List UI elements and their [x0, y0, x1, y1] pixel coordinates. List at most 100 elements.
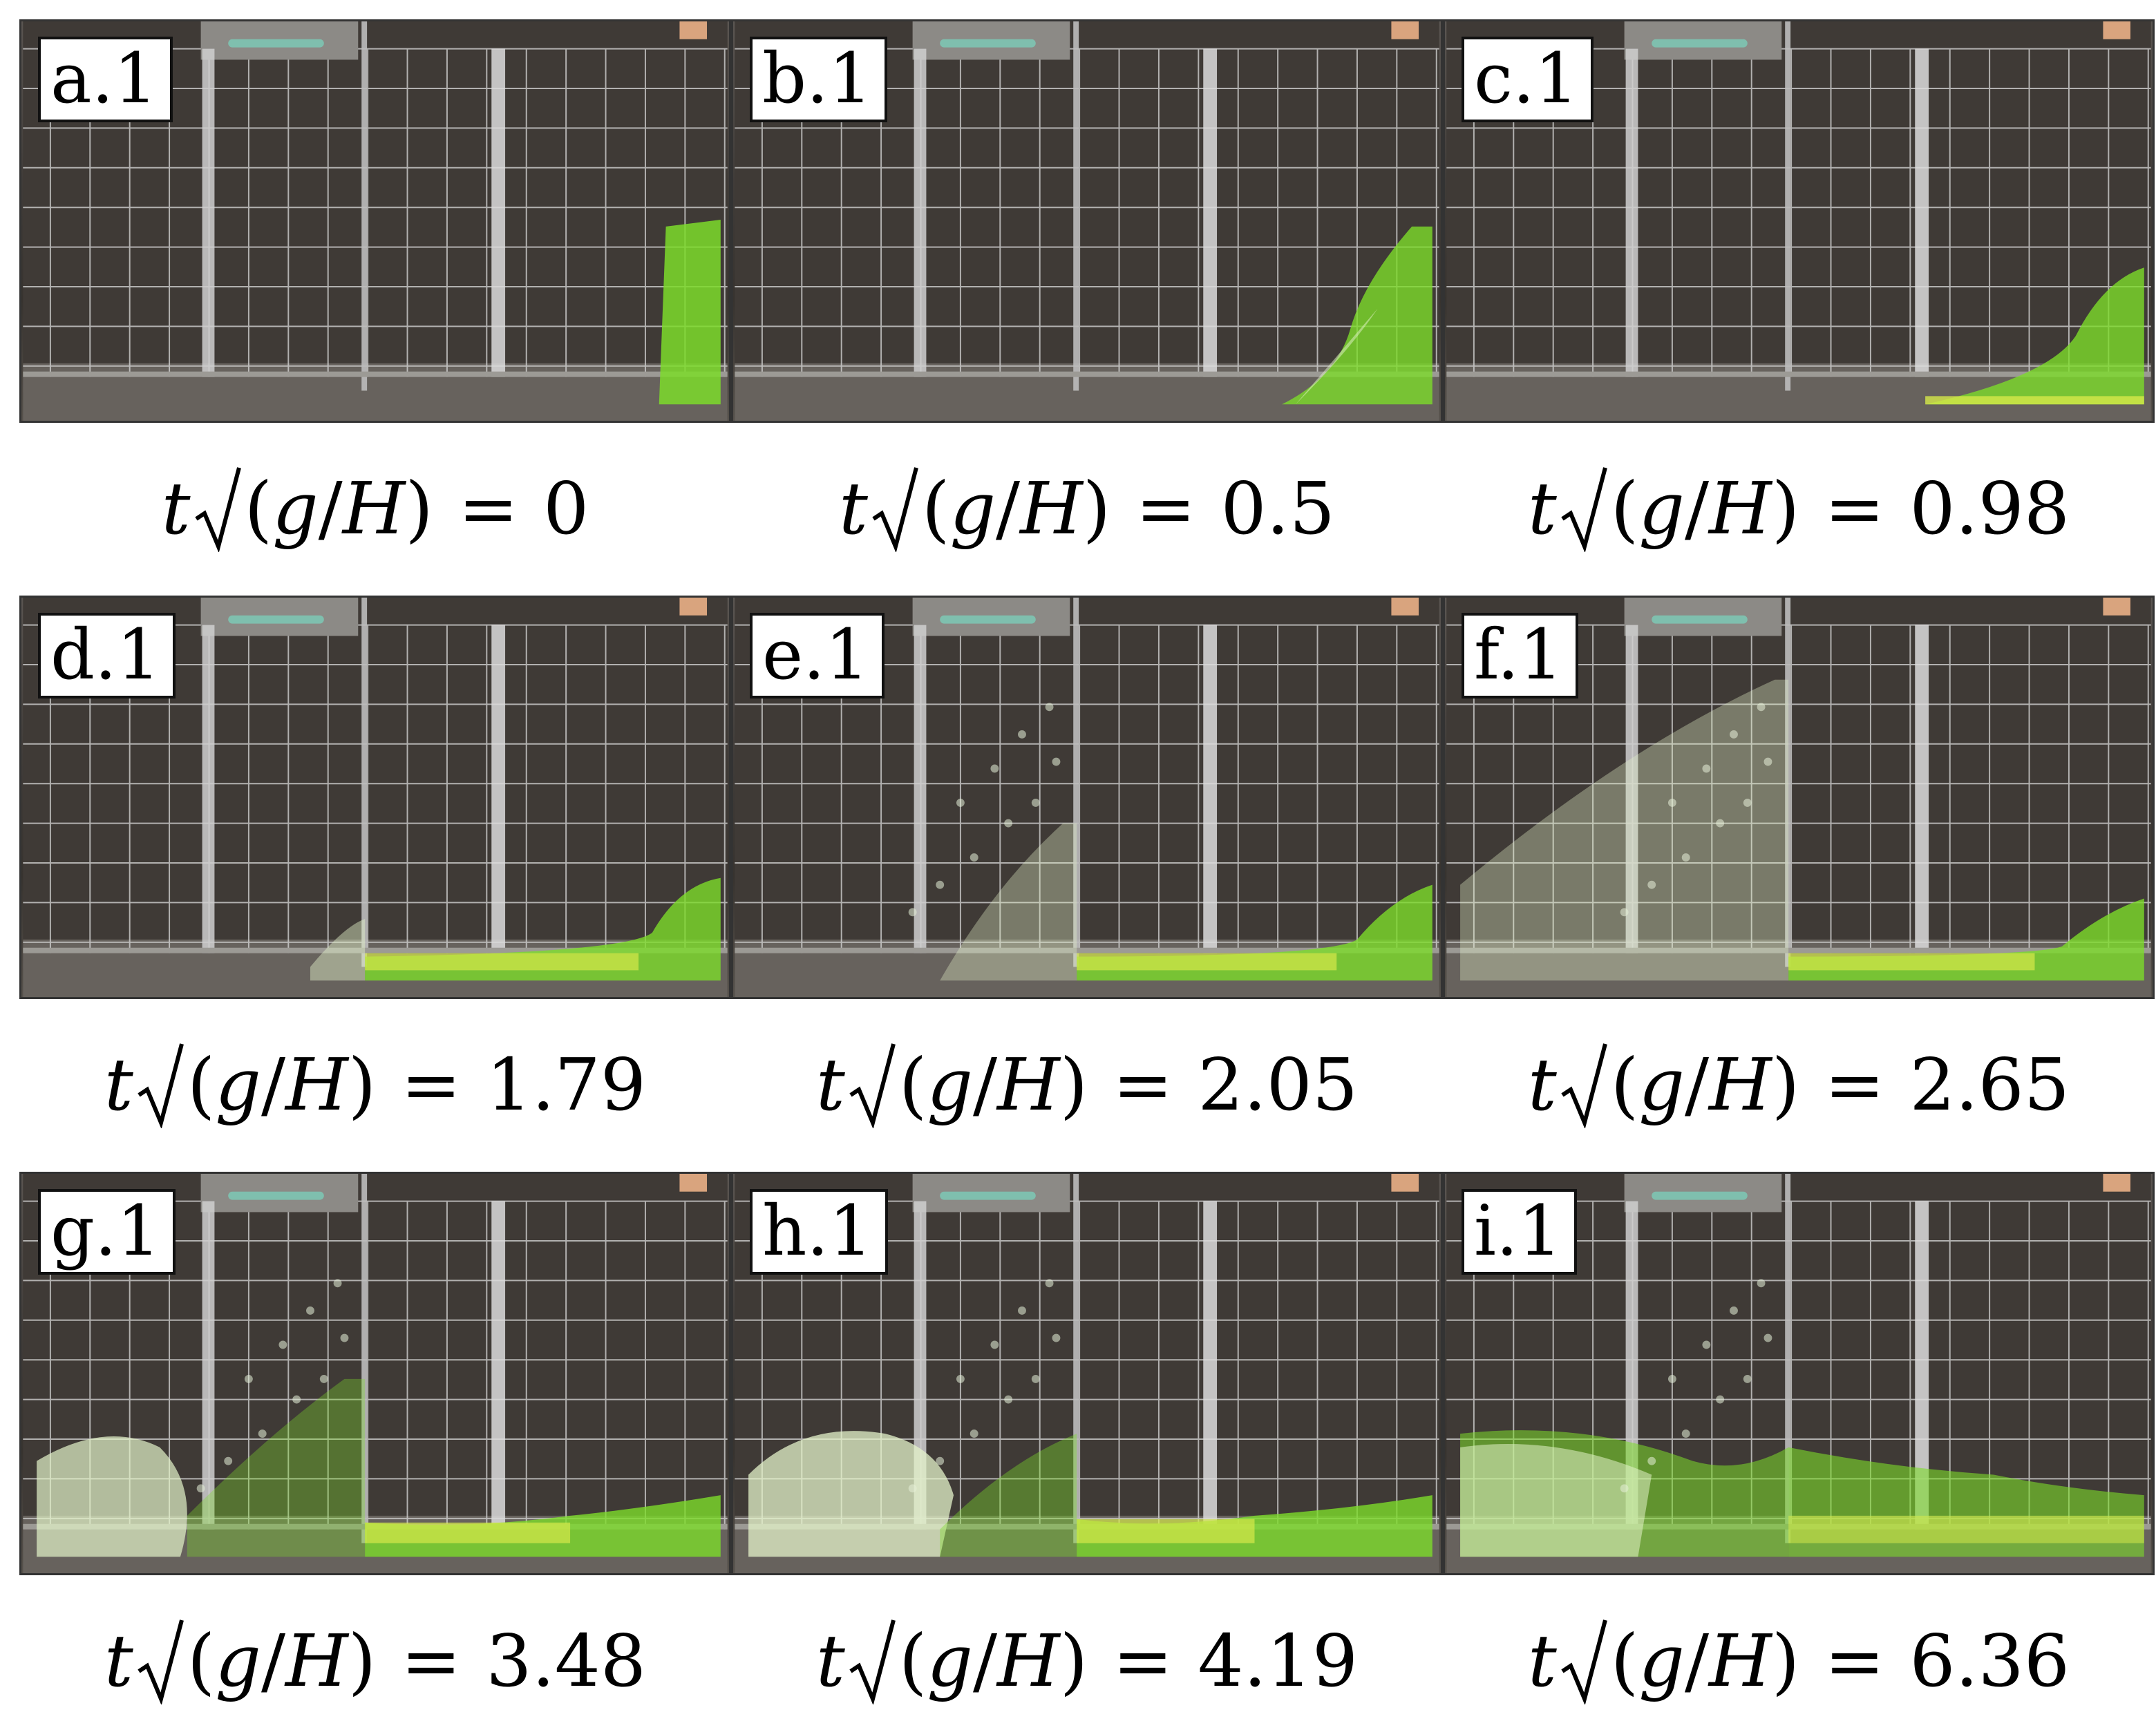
gate-clamp: [2103, 21, 2131, 39]
tank-photo: [1446, 21, 2151, 421]
gate-clamp: [1391, 598, 1419, 616]
obstacle-wall: [1785, 21, 1791, 391]
tank-post: [1203, 1201, 1218, 1530]
water-region: [1295, 308, 1378, 405]
bracket-bar: [1652, 1191, 1748, 1200]
tank-post: [491, 625, 506, 953]
sqrt-sign: [194, 465, 242, 552]
tank-post: [914, 48, 927, 377]
measurement-grid: [1446, 624, 2151, 953]
water-region: [1925, 267, 2144, 405]
tank-post: [202, 1201, 215, 1530]
gate-clamp: [1391, 21, 1419, 39]
tank-bottom-frame: [735, 371, 1439, 377]
bracket-bar: [940, 39, 1036, 48]
panel-label: f.1: [1462, 613, 1578, 698]
photo-panel-d1: d.1: [19, 596, 731, 999]
water-region: [1460, 679, 1789, 981]
water-body: [1925, 267, 2144, 405]
tank-post: [914, 625, 927, 953]
gate-clamp: [2103, 598, 2131, 616]
time-value: 4.19: [1198, 1619, 1358, 1703]
water-region: [1460, 1443, 1652, 1557]
sqrt-sign: [1561, 1041, 1608, 1128]
tank-post: [1625, 625, 1638, 953]
bracket-bar: [1652, 39, 1748, 48]
obstacle-wall: [361, 1174, 368, 1543]
gate-clamp: [679, 21, 708, 39]
photo-panel-e1: e.1: [731, 596, 1443, 999]
water-body: [1460, 679, 2144, 981]
gate-clamp: [679, 598, 708, 616]
water-region: [1282, 226, 1432, 405]
panel-label: g.1: [38, 1189, 176, 1275]
tank-post: [202, 48, 215, 377]
panel-label: i.1: [1462, 1189, 1578, 1275]
water-region: [940, 823, 1077, 981]
panel-label: h.1: [750, 1189, 888, 1275]
gate-clamp: [1391, 1174, 1419, 1192]
tank-post: [491, 1201, 506, 1530]
sqrt-sign: [849, 1617, 896, 1704]
water-region: [310, 919, 366, 981]
sqrt-sign: [138, 1041, 185, 1128]
water-region: [1788, 953, 2035, 971]
time-caption-f1: t (g / H) = 2.65: [1528, 1041, 2070, 1128]
tank-photo: [23, 598, 728, 997]
water-region: [365, 1522, 571, 1543]
time-caption-b1: t (g / H) = 0.5: [839, 465, 1335, 552]
panel-label: c.1: [1462, 37, 1594, 122]
bracket-bar: [940, 1191, 1036, 1200]
time-value: 0: [543, 466, 589, 551]
obstacle-wall: [1785, 598, 1791, 967]
tank-bottom-frame: [1446, 947, 2151, 953]
time-value: 3.48: [486, 1619, 646, 1703]
water-body: [1460, 1430, 2144, 1557]
bracket-bar: [228, 615, 324, 624]
time-value: 0.5: [1220, 466, 1335, 551]
time-caption-a1: t (g / H) = 0: [161, 465, 589, 552]
time-caption-d1: t (g / H) = 1.79: [104, 1041, 646, 1128]
time-value: 6.36: [1909, 1619, 2070, 1703]
obstacle-wall: [361, 21, 368, 391]
panel-label: a.1: [38, 37, 173, 122]
tank-bottom-frame: [1446, 371, 2151, 377]
photo-panel-i1: i.1: [1443, 1172, 2155, 1575]
water-region: [1788, 1515, 2144, 1543]
photo-panel-h1: h.1: [731, 1172, 1443, 1575]
gate-clamp: [2103, 1174, 2131, 1192]
obstacle-wall: [1785, 1174, 1791, 1543]
tank-post: [202, 625, 215, 953]
sqrt-sign: [1561, 465, 1608, 552]
water-region: [659, 220, 721, 405]
water-region: [1077, 1519, 1255, 1543]
sqrt-sign: [872, 465, 919, 552]
sqrt-sign: [138, 1617, 185, 1704]
gate-clamp: [679, 1174, 708, 1192]
tank-bottom-frame: [735, 947, 1439, 953]
time-caption-h1: t (g / H) = 4.19: [816, 1617, 1358, 1704]
water-body: [659, 220, 721, 405]
tank-photo: [23, 21, 728, 421]
tank-post: [1625, 48, 1638, 377]
time-value: 2.65: [1909, 1043, 2070, 1127]
water-body: [310, 877, 721, 981]
tank-post: [1203, 48, 1218, 377]
water-body: [37, 1378, 721, 1557]
bracket-bar: [228, 1191, 324, 1200]
time-caption-c1: t (g / H) = 0.98: [1528, 465, 2070, 552]
spray-droplets: [908, 1279, 1061, 1493]
spray-droplets: [1620, 703, 1772, 917]
obstacle-wall: [361, 598, 368, 967]
photo-panel-f1: f.1: [1443, 596, 2155, 999]
water-region: [940, 1434, 1077, 1557]
bracket-bar: [1652, 615, 1748, 624]
time-caption-e1: t (g / H) = 2.05: [816, 1043, 1358, 1128]
water-region: [748, 1431, 954, 1557]
time-caption-g1: t (g / H) = 3.48: [104, 1617, 646, 1704]
photo-panel-a1: a.1: [19, 19, 731, 423]
time-value: 0.98: [1909, 466, 2070, 551]
tank-bottom-frame: [23, 947, 728, 953]
panel-label: d.1: [38, 613, 176, 698]
bracket-bar: [940, 615, 1036, 624]
